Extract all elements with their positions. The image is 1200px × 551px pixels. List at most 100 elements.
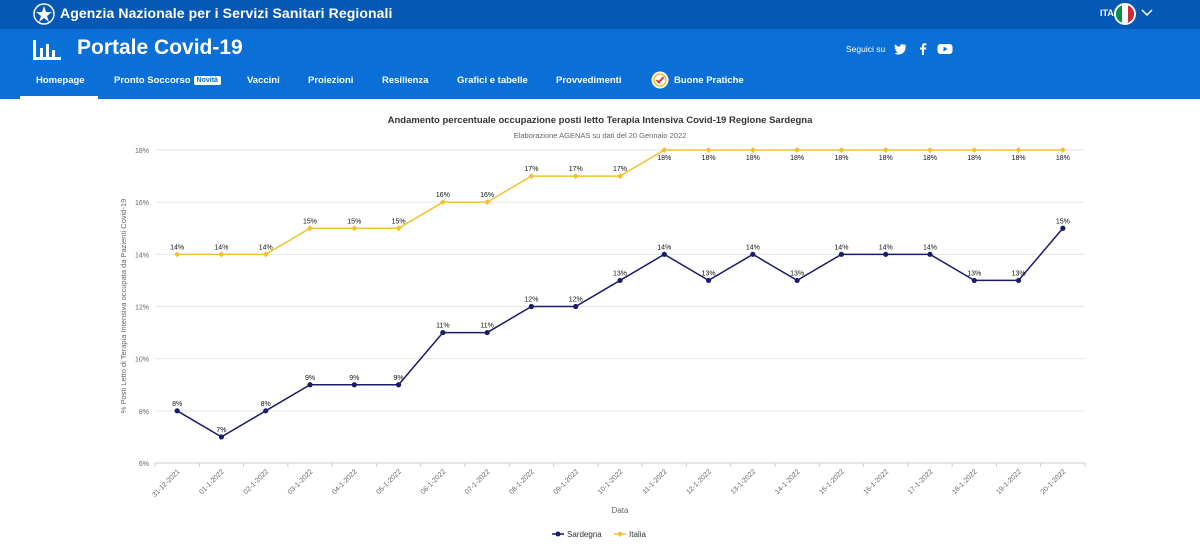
nav-item-pronto-soccorso[interactable]: Pronto Soccorso Novità [114, 75, 221, 86]
data-label: 18% [790, 155, 804, 162]
data-label: 14% [879, 244, 893, 251]
data-point [971, 277, 977, 284]
x-tick-label: 09-1-2022 [553, 468, 581, 496]
data-point [1059, 147, 1066, 153]
org-name[interactable]: Agenzia Nazionale per i Servizi Sanitari… [60, 5, 393, 21]
data-point [572, 173, 579, 180]
legend-item-sardegna[interactable]: Sardegna [552, 530, 602, 539]
data-label: 13% [1012, 270, 1026, 277]
nav-item-proiezioni[interactable]: Proiezioni [308, 75, 354, 86]
data-label: 13% [967, 270, 981, 277]
data-label: 18% [1012, 155, 1026, 162]
data-label: 15% [347, 218, 361, 225]
check-badge-icon[interactable] [651, 71, 669, 89]
republic-emblem-icon [33, 3, 55, 25]
data-point [262, 251, 269, 258]
data-point [661, 147, 668, 153]
data-point [218, 251, 225, 258]
data-label: 14% [657, 244, 671, 251]
x-tick-label: 01-1-2022 [198, 468, 226, 496]
data-point [927, 251, 933, 257]
x-tick-label: 07-1-2022 [464, 468, 492, 496]
data-point [794, 147, 801, 153]
x-tick-label: 08-1-2022 [508, 468, 536, 496]
y-tick-label: 12% [135, 305, 149, 312]
follow-label: Seguici su [846, 44, 886, 54]
data-point [883, 251, 889, 257]
nav-item-vaccini[interactable]: Vaccini [247, 75, 280, 86]
data-label: 9% [305, 375, 315, 382]
data-label: 18% [923, 155, 937, 162]
data-point [838, 147, 845, 153]
legend-item-italia[interactable]: Italia [614, 530, 646, 539]
data-point [307, 225, 313, 232]
y-tick-label: 16% [135, 200, 149, 207]
nav-item-provvedimenti[interactable]: Provvedimenti [556, 75, 622, 86]
x-tick-label: 31-12-2021 [151, 468, 181, 498]
data-label: 7% [216, 427, 226, 434]
data-point [307, 382, 313, 388]
nav-item-grafici-tabelle[interactable]: Grafici e tabelle [457, 75, 528, 86]
data-label: 17% [613, 166, 627, 173]
y-axis-label: % Posti Letto di Terapia Intensiva occup… [119, 199, 128, 414]
nav-item-buone-pratiche[interactable]: Buone Pratiche [674, 75, 744, 86]
data-point [1015, 277, 1022, 284]
facebook-icon[interactable] [916, 42, 930, 56]
nav-item-label: Pronto Soccorso [114, 75, 191, 86]
data-label: 12% [569, 297, 583, 304]
y-tick-label: 14% [135, 252, 149, 259]
y-tick-label: 8% [139, 409, 149, 416]
y-tick-label: 6% [139, 461, 149, 468]
data-point [395, 225, 402, 232]
bar-chart-logo-icon [33, 40, 61, 60]
data-label: 11% [436, 323, 450, 330]
data-point [528, 303, 535, 310]
data-label: 15% [303, 218, 317, 225]
data-label: 18% [967, 155, 981, 162]
top-bar: Agenzia Nazionale per i Servizi Sanitari… [0, 0, 1200, 29]
x-tick-label: 10-1-2022 [597, 468, 625, 496]
y-tick-label: 10% [135, 357, 149, 364]
legend-marker [555, 531, 561, 537]
data-label: 14% [170, 244, 184, 251]
data-label: 8% [172, 401, 182, 408]
language-label[interactable]: ITA [1100, 8, 1114, 18]
data-point [395, 382, 402, 388]
italy-flag-icon[interactable] [1114, 3, 1136, 25]
x-tick-label: 16-1-2022 [863, 468, 891, 496]
data-label: 18% [1056, 155, 1070, 162]
data-point [573, 303, 579, 310]
data-point [218, 434, 225, 440]
data-point [351, 225, 358, 232]
data-label: 8% [261, 401, 271, 408]
chevron-down-icon[interactable] [1140, 5, 1154, 19]
data-point [749, 147, 756, 153]
data-label: 9% [349, 375, 359, 382]
nav-item-homepage[interactable]: Homepage [36, 75, 85, 86]
data-point [927, 147, 933, 153]
data-point [484, 329, 490, 336]
series-italia: 14% 14% 14% 15% 15% 15% 16% 16% 17% 17% 17% 18% 18% 1… [170, 147, 1070, 258]
x-tick-label: 05-1-2022 [375, 468, 403, 496]
data-label: 14% [834, 244, 848, 251]
data-point [1060, 225, 1066, 231]
data-label: 17% [524, 166, 538, 173]
data-point [882, 147, 889, 153]
data-point [617, 173, 623, 180]
nav-item-resilienza[interactable]: Resilienza [382, 75, 429, 86]
data-label: 18% [702, 155, 716, 162]
data-point [440, 329, 446, 336]
x-tick-label: 03-1-2022 [287, 468, 315, 496]
x-tick-label: 04-1-2022 [331, 468, 359, 496]
data-label: 13% [790, 270, 804, 277]
x-tick-label: 13-1-2022 [730, 468, 758, 496]
x-tick-label: 15-1-2022 [818, 468, 846, 496]
twitter-icon[interactable] [893, 42, 907, 56]
portal-title[interactable]: Portale Covid-19 [77, 36, 243, 59]
youtube-icon[interactable] [937, 42, 953, 56]
data-label: 11% [480, 323, 494, 330]
data-point [617, 277, 623, 284]
data-point [439, 199, 446, 206]
data-point [705, 147, 712, 153]
chart-legend: Sardegna Italia [552, 530, 646, 539]
